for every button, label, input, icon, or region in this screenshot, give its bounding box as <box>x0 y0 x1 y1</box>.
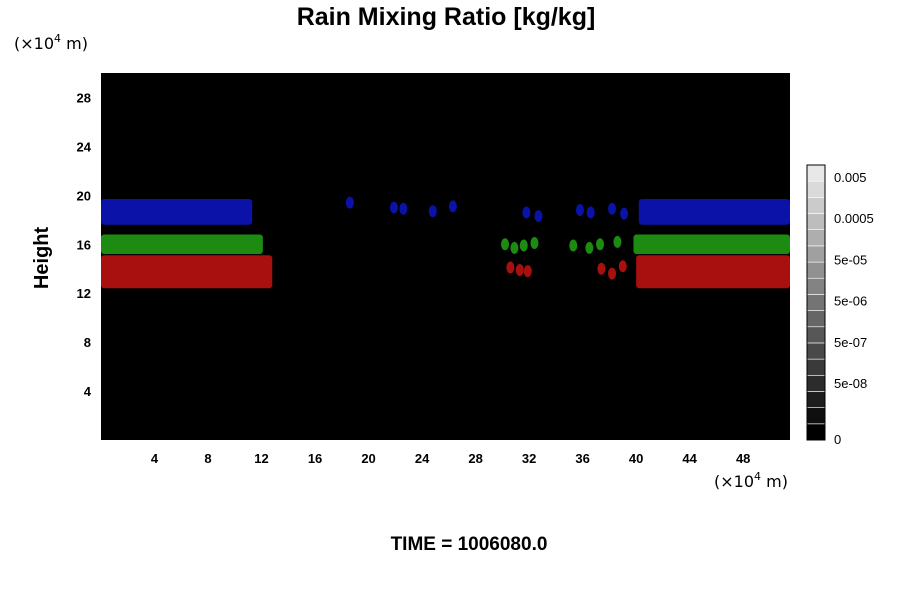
colorbar-labels: 0.005 0.0005 5e-05 5e-06 5e-07 5e-08 0 <box>834 170 874 447</box>
rain-blob-1-3 <box>530 237 539 250</box>
x-tick-label-1: 8 <box>204 451 211 466</box>
x-tick-label-10: 44 <box>682 451 697 466</box>
rain-blob-1-0 <box>501 238 510 251</box>
colorbar-label-2: 5e-05 <box>834 252 867 267</box>
rain-band-1-1 <box>633 234 790 255</box>
colorbar-segment-16 <box>806 164 826 182</box>
x-axis-unit: (×104 m) <box>714 470 788 491</box>
y-tick-label-4: 20 <box>77 188 91 203</box>
x-axis-unit-suffix: m) <box>761 472 788 491</box>
x-tick-label-3: 16 <box>308 451 322 466</box>
rain-blob-2-4 <box>608 267 617 280</box>
x-tick-label-8: 36 <box>575 451 589 466</box>
colorbar-segment-7 <box>806 310 826 328</box>
y-axis-label: Height <box>31 227 53 290</box>
rain-blob-1-7 <box>613 235 622 248</box>
y-axis-unit: (×104 m) <box>14 32 88 53</box>
colorbar-segment-13 <box>806 213 826 231</box>
rain-band-1-0 <box>101 234 263 255</box>
y-axis-ticks: 4 8 12 16 20 24 28 <box>77 90 92 399</box>
colorbar-segment-2 <box>806 391 826 408</box>
rain-blob-1-1 <box>510 241 519 254</box>
chart-title: Rain Mixing Ratio [kg/kg] <box>297 3 596 31</box>
x-tick-label-6: 28 <box>468 451 482 466</box>
rain-band-2-0 <box>101 255 273 289</box>
colorbar-frame <box>806 164 826 441</box>
y-axis-unit-suffix: m) <box>61 34 88 53</box>
colorbar-label-3: 5e-06 <box>834 294 867 309</box>
colorbar-segment-0 <box>806 423 826 441</box>
rain-band-0-1 <box>638 199 790 225</box>
rain-blob-2-3 <box>597 262 606 275</box>
x-tick-label-4: 20 <box>361 451 375 466</box>
rain-blob-2-2 <box>523 265 532 278</box>
y-tick-label-2: 12 <box>77 286 91 301</box>
colorbar-label-6: 0 <box>834 432 841 447</box>
rain-blob-0-3 <box>428 205 437 218</box>
colorbar-label-1: 0.0005 <box>834 211 874 226</box>
rain-blob-0-8 <box>586 206 595 219</box>
colorbar-segment-15 <box>806 180 826 198</box>
rain-blob-1-2 <box>519 239 528 252</box>
x-tick-label-11: 48 <box>736 451 750 466</box>
rain-blob-2-5 <box>618 260 627 273</box>
y-tick-label-6: 28 <box>77 90 91 105</box>
x-tick-label-2: 12 <box>254 451 268 466</box>
colorbar <box>806 164 826 441</box>
x-tick-label-9: 40 <box>629 451 643 466</box>
x-axis-unit-exponent: 4 <box>754 470 761 483</box>
colorbar-segment-10 <box>806 261 826 279</box>
y-tick-label-5: 24 <box>77 139 92 154</box>
y-tick-label-3: 16 <box>77 237 91 252</box>
colorbar-segment-5 <box>806 342 826 360</box>
colorbar-label-0: 0.005 <box>834 170 867 185</box>
colorbar-segment-9 <box>806 277 826 295</box>
colorbar-segment-3 <box>806 374 826 392</box>
rain-blob-0-5 <box>522 206 531 219</box>
rain-blob-0-9 <box>608 202 617 215</box>
rain-blob-2-1 <box>515 263 524 276</box>
rain-blob-0-4 <box>448 200 457 213</box>
colorbar-label-4: 5e-07 <box>834 335 867 350</box>
x-tick-label-0: 4 <box>151 451 159 466</box>
x-tick-label-7: 32 <box>522 451 536 466</box>
y-axis-unit-prefix: (×10 <box>14 34 54 53</box>
y-tick-label-0: 4 <box>84 384 92 399</box>
rain-blob-0-2 <box>399 202 408 215</box>
rain-blob-0-6 <box>534 210 543 223</box>
x-tick-label-5: 24 <box>415 451 430 466</box>
x-axis-unit-prefix: (×10 <box>714 472 754 491</box>
rain-blob-0-10 <box>620 207 629 220</box>
rain-blob-1-4 <box>569 239 578 252</box>
x-axis-ticks: 4 8 12 16 20 24 28 32 36 40 44 48 <box>151 451 751 466</box>
rain-band-0-0 <box>101 199 253 225</box>
rain-blob-1-5 <box>585 241 594 254</box>
colorbar-segment-14 <box>806 197 826 214</box>
plot-layers <box>101 199 790 289</box>
plot-blobs <box>345 196 629 280</box>
colorbar-segment-11 <box>806 245 826 263</box>
colorbar-segment-4 <box>806 358 826 376</box>
y-axis-unit-exponent: 4 <box>54 32 61 45</box>
y-tick-label-1: 8 <box>84 335 91 350</box>
colorbar-segment-8 <box>806 294 826 311</box>
colorbar-segment-12 <box>806 229 826 247</box>
colorbar-label-5: 5e-08 <box>834 376 867 391</box>
rain-blob-2-0 <box>506 261 515 274</box>
colorbar-segment-1 <box>806 407 826 425</box>
rain-blob-0-1 <box>389 201 398 214</box>
time-label: TIME = 1006080.0 <box>391 534 548 555</box>
rain-blob-1-6 <box>596 238 605 251</box>
rain-blob-0-0 <box>345 196 354 209</box>
rain-blob-0-7 <box>575 204 584 217</box>
colorbar-segment-6 <box>806 326 826 344</box>
rain-band-2-1 <box>636 255 790 289</box>
